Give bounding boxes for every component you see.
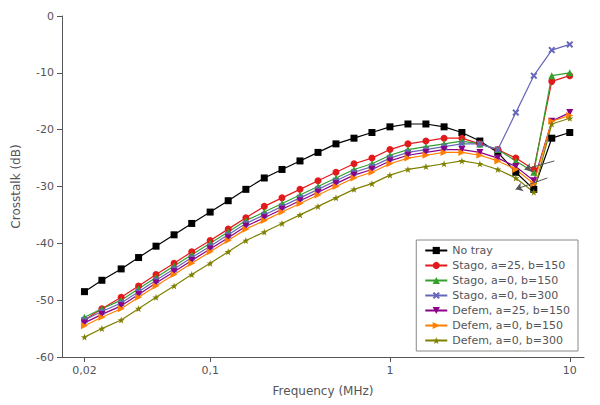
svg-text:No tray: No tray xyxy=(452,244,493,257)
svg-text:Defem, a=0, b=300: Defem, a=0, b=300 xyxy=(452,334,563,347)
svg-text:0,02: 0,02 xyxy=(72,364,97,377)
svg-text:0: 0 xyxy=(47,10,54,23)
svg-text:Stago, a=0, b=300: Stago, a=0, b=300 xyxy=(452,289,558,302)
svg-text:-50: -50 xyxy=(36,294,54,307)
svg-text:Defem, a=25, b=150: Defem, a=25, b=150 xyxy=(452,304,570,317)
svg-text:1: 1 xyxy=(386,364,393,377)
svg-text:0,1: 0,1 xyxy=(201,364,219,377)
svg-text:-60: -60 xyxy=(36,351,54,364)
svg-text:Crosstalk (dB): Crosstalk (dB) xyxy=(9,144,23,228)
svg-text:Frequency (MHz): Frequency (MHz) xyxy=(273,384,374,398)
svg-text:Stago, a=25, b=150: Stago, a=25, b=150 xyxy=(452,259,565,272)
svg-text:Stago, a=0, b=150: Stago, a=0, b=150 xyxy=(452,274,558,287)
svg-text:-40: -40 xyxy=(36,237,54,250)
svg-text:10: 10 xyxy=(563,364,577,377)
svg-text:-20: -20 xyxy=(36,123,54,136)
svg-text:Defem, a=0, b=150: Defem, a=0, b=150 xyxy=(452,319,563,332)
svg-text:-10: -10 xyxy=(36,66,54,79)
svg-text:-30: -30 xyxy=(36,180,54,193)
